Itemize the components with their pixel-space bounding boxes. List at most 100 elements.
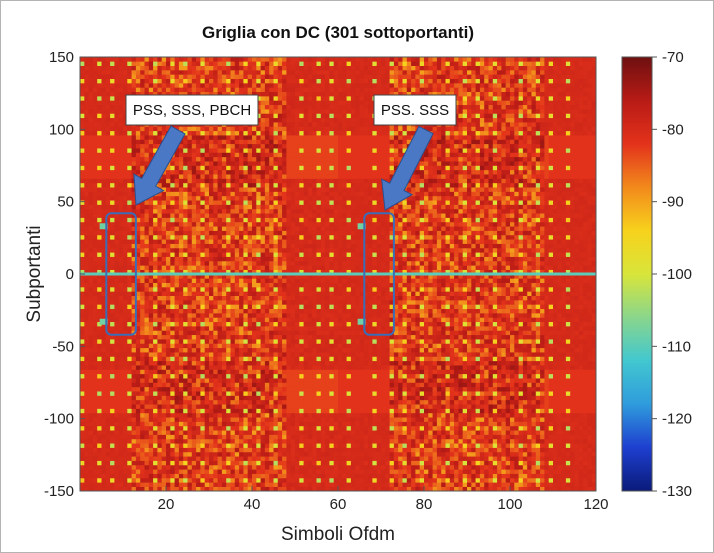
heatmap-cell [101,404,107,409]
heatmap-cell [148,334,154,340]
heatmap-cell [166,304,171,310]
heatmap-cell [123,443,128,448]
heatmap-cell [239,135,244,140]
heatmap-cell [209,208,214,214]
heatmap-cell [92,434,98,440]
heatmap-cell [234,74,240,79]
heatmap-cell [148,456,154,461]
heatmap-cell [157,208,162,214]
heatmap-cell [183,169,188,175]
heatmap-cell [243,352,248,357]
heatmap-cell [264,156,270,162]
heatmap-cell [174,308,180,314]
heatmap-cell [226,217,231,223]
heatmap-cell [243,78,248,84]
heatmap-cell [273,74,279,79]
heatmap-cell [264,278,270,283]
heatmap-cell [84,369,89,375]
heatmap-cell [239,161,244,166]
heatmap-cell [148,386,154,392]
heatmap-cell [80,83,85,88]
heatmap-cell [153,295,158,301]
heatmap-cell [230,425,236,431]
heatmap-cell [221,378,227,383]
heatmap-cell [191,243,197,249]
heatmap-cell [84,78,89,84]
heatmap-cell [170,256,175,262]
heatmap-cell [183,282,188,288]
heatmap-cell [260,117,266,123]
heatmap-cell [230,399,236,405]
heatmap-cell [84,260,89,266]
heatmap-cell [260,195,266,201]
heatmap-cell [148,434,154,440]
heatmap-cell [217,278,223,283]
heatmap-cell [140,460,145,466]
heatmap-cell [243,287,248,292]
heatmap-cell [264,213,270,218]
heatmap-cell [153,230,158,236]
heatmap-cell [114,91,119,97]
heatmap-cell [144,369,150,375]
heatmap-cell [234,278,240,283]
heatmap-cell [88,195,94,201]
heatmap-cell [204,256,210,262]
heatmap-cell [183,274,188,279]
heatmap-cell [191,156,197,162]
heatmap-cell [269,195,274,201]
heatmap-cell [110,443,115,448]
heatmap-cell [273,373,279,379]
heatmap-cell [157,451,162,457]
heatmap-cell [101,87,107,93]
heatmap-cell [213,91,218,97]
heatmap-cell [110,74,115,79]
heatmap-cell [183,334,188,340]
heatmap-cell [101,291,107,296]
heatmap-cell [260,148,266,153]
heatmap-cell [264,195,270,201]
heatmap-cell [123,339,128,344]
heatmap-cell [196,161,201,166]
heatmap-cell [80,447,85,453]
heatmap-cell [217,434,223,440]
heatmap-cell [178,382,184,388]
heatmap-cell [88,200,94,205]
heatmap-cell [213,200,218,205]
heatmap-cell [118,148,124,153]
heatmap-cell [187,378,193,383]
heatmap-cell [123,265,128,270]
heatmap-cell [174,83,180,88]
heatmap-cell [135,87,141,93]
heatmap-cell [282,373,287,379]
heatmap-cell [226,278,231,283]
heatmap-cell [243,482,248,487]
heatmap-cell [88,61,94,66]
heatmap-cell [256,469,261,474]
heatmap-cell [127,369,132,375]
heatmap-cell [286,295,291,301]
heatmap-cell [230,404,236,409]
heatmap-cell [101,412,107,418]
heatmap-cell [191,195,197,201]
heatmap-cell [286,247,291,253]
heatmap-cell [127,256,132,262]
heatmap-cell [187,191,193,197]
heatmap-cell [92,417,98,422]
heatmap-cell [110,434,115,440]
heatmap-cell [204,74,210,79]
heatmap-cell [187,421,193,427]
heatmap-cell [252,486,257,491]
heatmap-cell [234,165,240,171]
heatmap-cell [127,230,132,236]
heatmap-cell [127,469,132,474]
heatmap-cell [264,404,270,409]
heatmap-cell [140,243,145,249]
heatmap-cell [200,326,205,331]
heatmap-cell [105,308,111,314]
heatmap-cell [114,282,119,288]
heatmap-cell [110,438,115,444]
heatmap-cell [243,321,248,327]
heatmap-cell [200,165,205,171]
heatmap-cell [166,287,171,292]
heatmap-cell [101,330,107,336]
